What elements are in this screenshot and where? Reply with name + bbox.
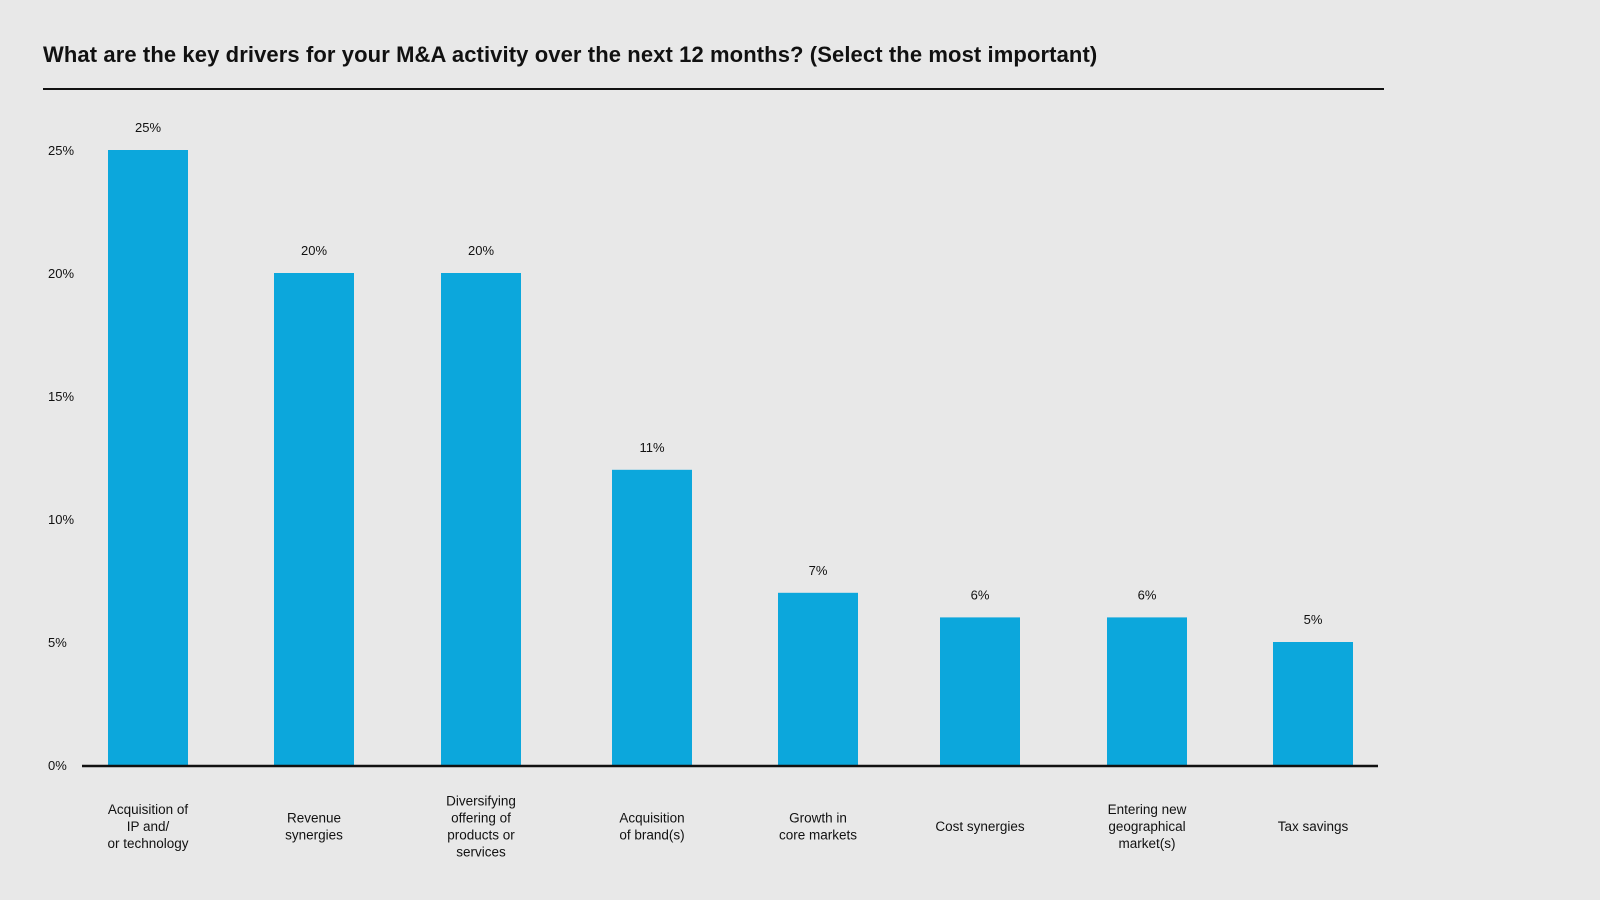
bar-value-label: 6% bbox=[1138, 587, 1157, 602]
bar bbox=[612, 469, 692, 765]
category-label: Tax savings bbox=[1278, 819, 1349, 834]
y-tick-label: 10% bbox=[48, 512, 74, 527]
category-label: Acquisition of brand(s) bbox=[619, 811, 684, 843]
chart-title: What are the key drivers for your M&A ac… bbox=[43, 42, 1098, 67]
y-tick-label: 5% bbox=[48, 635, 67, 650]
category-label: Entering new geographical market(s) bbox=[1108, 802, 1187, 851]
bar bbox=[274, 273, 354, 765]
y-tick-label: 20% bbox=[48, 266, 74, 281]
bar-value-label: 7% bbox=[809, 563, 828, 578]
bar-value-label: 6% bbox=[971, 587, 990, 602]
bar-value-label: 25% bbox=[135, 120, 161, 135]
bar bbox=[441, 273, 521, 765]
bar bbox=[1107, 617, 1187, 765]
bar bbox=[108, 150, 188, 765]
bar-value-label: 20% bbox=[301, 243, 327, 258]
bars bbox=[108, 150, 1353, 765]
category-label: Growth in core markets bbox=[779, 811, 857, 843]
bar bbox=[778, 592, 858, 765]
category-label: Cost synergies bbox=[935, 819, 1025, 834]
bar-value-label: 11% bbox=[639, 440, 664, 455]
bar bbox=[1273, 642, 1353, 765]
category-label: Diversifying offering of products or servic… bbox=[446, 794, 516, 860]
category-label: Revenue synergies bbox=[285, 811, 343, 843]
category-label: Acquisition of IP and/or technology bbox=[107, 802, 188, 851]
y-tick-label: 15% bbox=[48, 389, 74, 404]
bar bbox=[940, 617, 1020, 765]
y-axis-ticks: 0% 5% 10% 15% 20% 25% bbox=[48, 143, 74, 773]
data-labels: 25% 20% 20% 11% 7% 6% 6% 5% bbox=[135, 120, 1323, 627]
bar-value-label: 5% bbox=[1304, 612, 1323, 627]
y-tick-label: 25% bbox=[48, 143, 74, 158]
y-tick-label: 0% bbox=[48, 758, 67, 773]
category-labels: Acquisition of IP and/or technology Revenu… bbox=[107, 794, 1348, 860]
bar-value-label: 20% bbox=[468, 243, 494, 258]
title-divider bbox=[43, 88, 1384, 90]
